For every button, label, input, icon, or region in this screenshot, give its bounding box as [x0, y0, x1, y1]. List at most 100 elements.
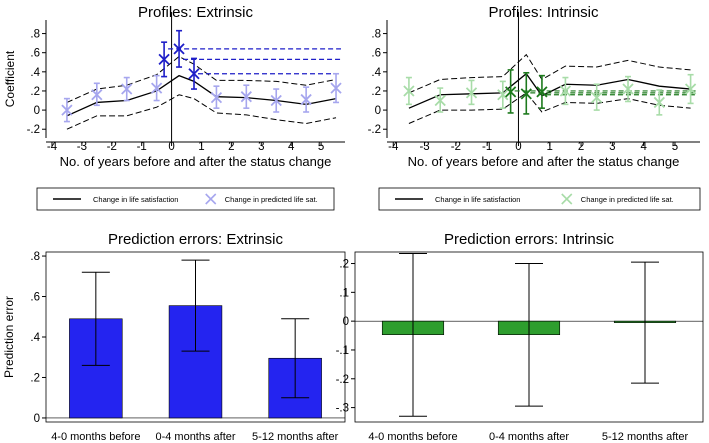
predicted-marker: [434, 94, 446, 107]
y-tick-label: -.2: [368, 124, 381, 136]
predicted-marker: [150, 82, 163, 94]
x-tick-label: -1: [137, 141, 147, 153]
y-tick-label: .4: [30, 332, 40, 344]
y-tick-label: .8: [30, 29, 40, 41]
y-axis-label: Prediction error: [2, 296, 16, 378]
x-tick-label: -4: [47, 141, 58, 153]
predicted-marker: [300, 93, 312, 106]
predicted-marker: [504, 86, 517, 98]
x-tick-label: 4: [288, 141, 295, 153]
plot-frame: [354, 251, 704, 423]
x-tick-label: -3: [77, 141, 87, 153]
ci-upper-line: [66, 55, 337, 103]
y-tick-label: .2: [371, 86, 381, 98]
ci-lower-line: [408, 92, 691, 124]
x-tick-label: 0: [168, 141, 174, 153]
category-label: 4-0 months before: [368, 431, 457, 443]
legend-intrinsic: Change in life satisfaction Change in pre…: [378, 187, 701, 211]
x-tick-label: -4: [388, 141, 399, 153]
category-label: 4-0 months before: [51, 431, 140, 443]
ci-lower-line: [66, 94, 337, 130]
y-tick-label: .6: [371, 48, 381, 60]
x-tick-label: 2: [228, 141, 234, 153]
legend-label: Change in life satisfaction: [93, 195, 178, 204]
x-tick-label: -3: [419, 141, 429, 153]
legend-cross-symbol: [561, 193, 573, 205]
chart-errors_intrinsic: Prediction errors: Intrinsic -.3 -.2 -.1 0 .1…: [336, 231, 704, 443]
legend-extrinsic: Change in life satisfaction Change in pre…: [36, 187, 335, 211]
x-tick-label: 3: [258, 141, 264, 153]
predicted-marker: [622, 83, 634, 95]
y-tick-label: -.2: [336, 374, 349, 386]
predicted-marker: [520, 88, 532, 100]
y-tick-label: -.1: [336, 345, 349, 357]
x-axis-label: No. of years before and after the status…: [408, 154, 680, 169]
y-tick-label: .4: [30, 67, 40, 79]
y-tick-label: 0: [375, 105, 381, 117]
predicted-marker: [210, 92, 223, 104]
chart-title: Prediction errors: Intrinsic: [444, 231, 615, 248]
chart-profiles_extrinsic: Profiles: Extrinsic -.2 0 .2 .4 .6 .8 -4 -3 -2 -1 0…: [3, 4, 345, 169]
predicted-marker: [240, 91, 252, 103]
y-axis-label: Coefficient: [3, 50, 17, 107]
x-axis-label: No. of years before and after the status…: [60, 154, 332, 169]
y-tick-label: .2: [30, 372, 40, 384]
predicted-marker: [536, 86, 548, 98]
y-tick-label: .6: [30, 48, 40, 60]
predicted-marker: [330, 82, 342, 94]
predicted-marker: [653, 96, 665, 109]
predicted-marker: [158, 53, 170, 66]
x-tick-label: 1: [547, 141, 553, 153]
x-tick-label: 5: [318, 141, 324, 153]
legend-box: [378, 187, 701, 211]
x-tick-label: 4: [640, 141, 647, 153]
predicted-marker: [403, 85, 415, 97]
category-label: 5-12 months after: [602, 431, 689, 443]
life-satisfaction-line: [66, 74, 337, 117]
chart-title: Profiles: Intrinsic: [488, 4, 599, 21]
predicted-marker: [270, 94, 282, 107]
chart-title: Prediction errors: Extrinsic: [108, 231, 284, 248]
y-tick-label: .6: [30, 292, 40, 304]
legend-label: Change in life satisfaction: [435, 195, 520, 204]
x-tick-label: 1: [198, 141, 204, 153]
x-tick-label: -1: [482, 141, 492, 153]
ci-upper-line: [408, 53, 691, 94]
legend-cross-symbol: [205, 193, 217, 205]
y-tick-label: .1: [339, 287, 349, 299]
x-tick-label: 0: [515, 141, 521, 153]
chart-profiles_intrinsic: Profiles: Intrinsic -.2 0 .2 .4 .6 .8 -4 -3 -2 -1 0…: [368, 4, 700, 169]
y-tick-label: 0: [343, 316, 349, 328]
predicted-marker: [591, 92, 603, 104]
x-tick-label: 2: [578, 141, 584, 153]
x-tick-label: -2: [451, 141, 461, 153]
y-tick-label: -.3: [336, 403, 349, 415]
predicted-marker: [91, 89, 103, 101]
chart-errors_extrinsic: Prediction errors: Extrinsic 0 .2 .4 .6 .8 Pre…: [2, 231, 346, 443]
legend-box: [36, 187, 335, 211]
predicted-marker: [121, 83, 133, 95]
predicted-marker: [61, 104, 73, 116]
predicted-marker: [559, 85, 572, 97]
predicted-marker: [188, 68, 200, 80]
predicted-marker: [684, 83, 697, 95]
x-tick-label: 5: [672, 141, 678, 153]
y-tick-label: .8: [30, 251, 40, 263]
legend-label: Change in predicted life sat.: [225, 195, 318, 204]
chart-title: Profiles: Extrinsic: [138, 4, 254, 21]
y-tick-label: .8: [371, 29, 381, 41]
y-tick-label: 0: [34, 105, 40, 117]
y-tick-label: 0: [34, 413, 40, 425]
category-label: 0-4 months after: [155, 431, 235, 443]
predicted-marker: [173, 43, 185, 55]
y-tick-label: .2: [339, 259, 349, 271]
category-label: 0-4 months after: [489, 431, 569, 443]
legend-label: Change in predicted life sat.: [581, 195, 674, 204]
y-tick-label: -.2: [27, 124, 40, 136]
predicted-marker: [497, 89, 509, 101]
y-tick-label: .4: [371, 67, 381, 79]
x-tick-label: 3: [609, 141, 615, 153]
category-label: 5-12 months after: [252, 431, 339, 443]
y-tick-label: .2: [30, 86, 40, 98]
